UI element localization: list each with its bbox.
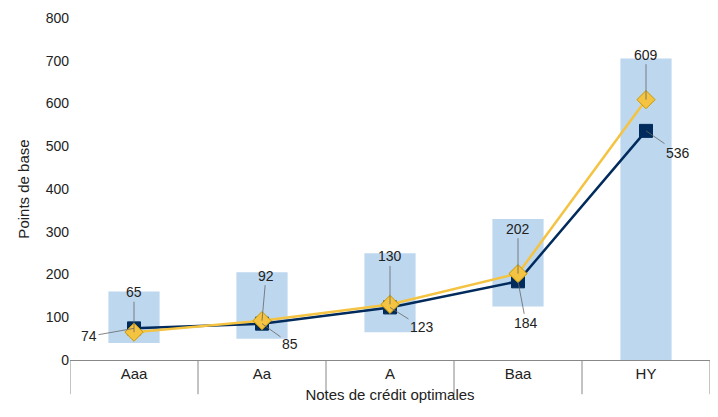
- svg-text:HY: HY: [636, 365, 657, 382]
- svg-text:123: 123: [410, 319, 434, 335]
- svg-text:74: 74: [81, 328, 97, 344]
- svg-text:609: 609: [634, 47, 658, 63]
- svg-text:Baa: Baa: [505, 365, 532, 382]
- svg-text:Aaa: Aaa: [121, 365, 148, 382]
- svg-text:85: 85: [282, 336, 298, 352]
- svg-text:100: 100: [46, 309, 70, 325]
- svg-text:200: 200: [46, 266, 70, 282]
- svg-text:92: 92: [258, 268, 274, 284]
- svg-text:300: 300: [46, 224, 70, 240]
- svg-text:65: 65: [126, 284, 142, 300]
- svg-text:Notes de crédit optimales: Notes de crédit optimales: [305, 386, 474, 403]
- svg-text:0: 0: [61, 352, 69, 368]
- svg-text:202: 202: [506, 221, 530, 237]
- svg-text:800: 800: [46, 10, 70, 26]
- svg-text:Aa: Aa: [253, 365, 272, 382]
- svg-text:Points de base: Points de base: [15, 139, 32, 238]
- svg-text:500: 500: [46, 138, 70, 154]
- svg-text:184: 184: [514, 315, 538, 331]
- svg-text:600: 600: [46, 95, 70, 111]
- svg-text:A: A: [385, 365, 395, 382]
- svg-text:400: 400: [46, 181, 70, 197]
- svg-text:130: 130: [378, 248, 402, 264]
- svg-text:536: 536: [666, 145, 690, 161]
- svg-text:700: 700: [46, 53, 70, 69]
